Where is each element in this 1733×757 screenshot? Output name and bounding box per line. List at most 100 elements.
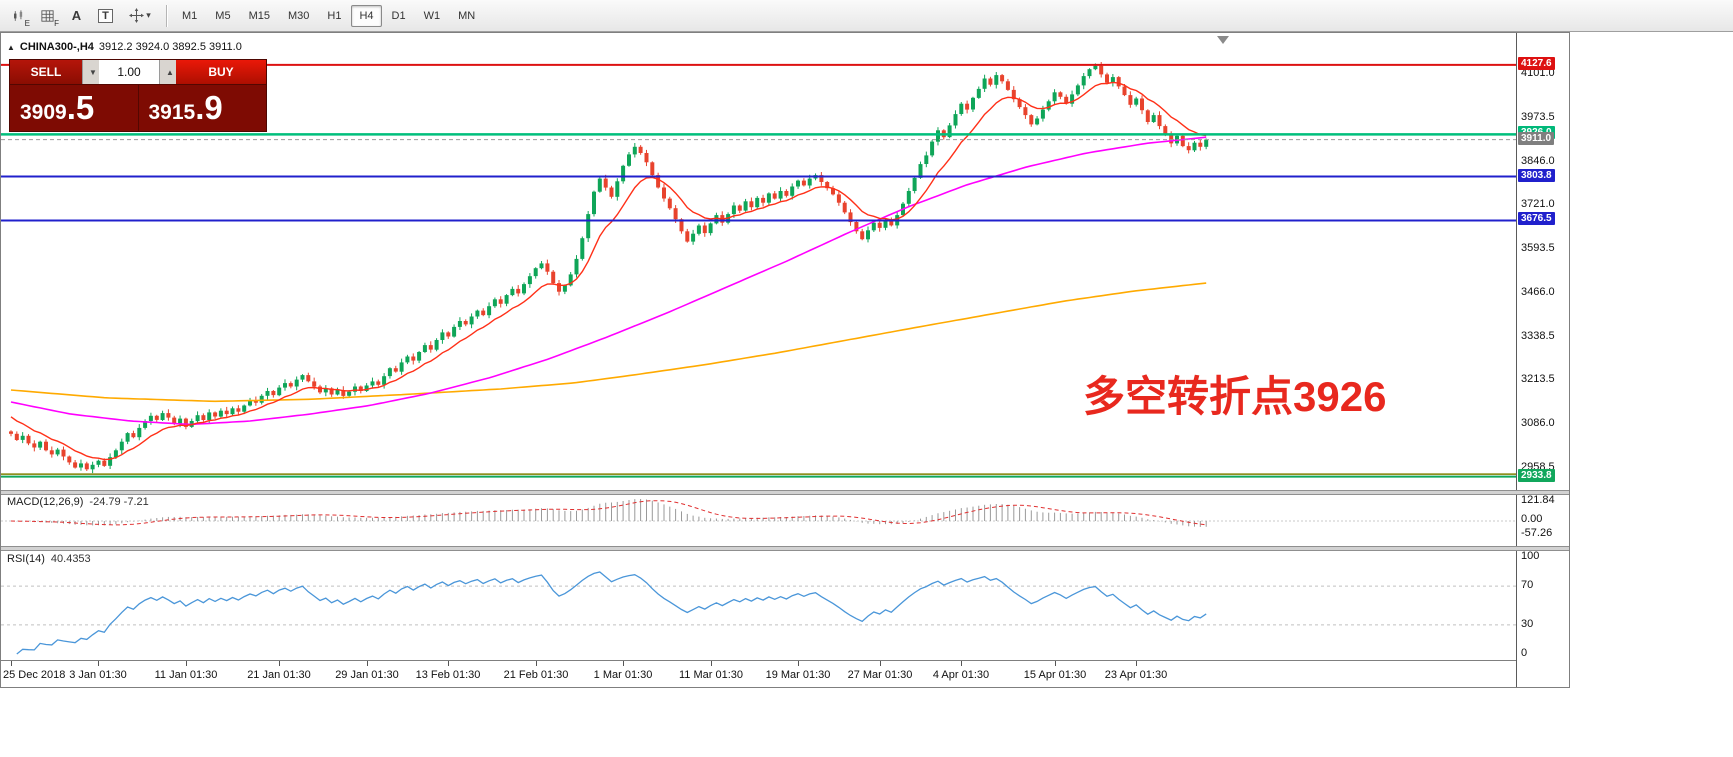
price-level-badge: 4127.6 — [1518, 57, 1555, 70]
time-label: 19 Mar 01:30 — [765, 669, 831, 681]
chart-annotation-text: 多空转折点3926 — [1083, 373, 1387, 420]
rsi-axis-label: 100 — [1521, 550, 1540, 562]
indicators-button[interactable]: F — [34, 4, 61, 28]
rsi-indicator-canvas[interactable] — [1, 550, 1516, 660]
time-label: 11 Jan 01:30 — [154, 669, 218, 681]
volume-increase-button[interactable]: ▲ — [159, 60, 176, 84]
candlestick-icon — [14, 9, 23, 21]
chart-edit-sub-label: E — [24, 18, 30, 28]
tf-button-H4[interactable]: H4 — [351, 4, 382, 27]
boxed-t-icon: T — [98, 8, 113, 23]
time-tick — [186, 661, 187, 666]
sell-price-display[interactable]: 3909 .5 — [10, 85, 139, 131]
indicators-sub-label: F — [54, 18, 59, 28]
fast-ma-line — [10, 81, 1207, 461]
sell-price-main: 3909 — [20, 101, 67, 124]
dropdown-caret-icon: ▾ — [146, 10, 151, 20]
macd-signal-line — [10, 500, 1207, 526]
time-tick — [448, 661, 449, 666]
time-tick — [1136, 661, 1137, 666]
time-label: 1 Mar 01:30 — [593, 669, 653, 681]
time-tick — [367, 661, 368, 666]
time-label: 23 Apr 01:30 — [1104, 669, 1168, 681]
tf-button-D1[interactable]: D1 — [384, 5, 414, 27]
toolbar: E F A T ▾ — [0, 0, 1733, 32]
toolbar-separator — [166, 4, 167, 27]
one-click-toggle-icon[interactable]: ▲ — [7, 42, 15, 52]
price-level-badge: 3911.0 — [1518, 132, 1555, 145]
tf-button-M15[interactable]: M15 — [241, 5, 278, 27]
rsi-pane-splitter[interactable] — [1, 546, 1569, 551]
price-tick-label: 3213.5 — [1521, 373, 1555, 385]
time-tick — [279, 661, 280, 666]
slow-ma-line — [10, 282, 1207, 403]
buy-price-pips: .9 — [195, 89, 223, 126]
macd-pane-splitter[interactable] — [1, 490, 1569, 495]
tf-button-M1[interactable]: M1 — [174, 5, 205, 27]
chart-edit-button[interactable]: E — [5, 4, 32, 28]
symbol-title: CHINA300-,H4 — [19, 41, 94, 53]
crosshair-icon — [129, 8, 145, 23]
macd-axis-label: -57.26 — [1521, 527, 1553, 539]
one-click-trading-panel: SELL ▼ ▲ BUY 3909 .5 3915 .9 — [9, 59, 267, 132]
time-axis[interactable]: 25 Dec 2018 3 Jan 01:30 11 Jan 01:30 21 Jan… — [1, 660, 1516, 688]
time-tick — [711, 661, 712, 666]
rsi-line — [16, 571, 1207, 655]
macd-axis-label: 0.00 — [1521, 513, 1543, 525]
tf-button-M5[interactable]: M5 — [207, 5, 238, 27]
trade-controls-row: SELL ▼ ▲ BUY — [10, 60, 266, 84]
grid-icon — [41, 9, 54, 22]
rsi-title: RSI(14) — [7, 553, 45, 565]
time-tick — [961, 661, 962, 666]
tool-icons-group: E F A T ▾ — [4, 0, 160, 31]
price-tick-label: 3086.0 — [1521, 417, 1555, 429]
volume-input[interactable] — [99, 60, 159, 84]
time-label: 15 Apr 01:30 — [1023, 669, 1087, 681]
shift-marker-icon — [1217, 36, 1229, 44]
rsi-axis-label: 70 — [1521, 579, 1534, 591]
price-tick-label: 3593.5 — [1521, 242, 1555, 254]
tf-button-M30[interactable]: M30 — [280, 5, 317, 27]
rsi-axis-label: 0 — [1521, 647, 1528, 659]
label-tool-button[interactable]: T — [92, 4, 119, 28]
buy-button[interactable]: BUY — [176, 60, 266, 84]
time-label: 27 Mar 01:30 — [847, 669, 913, 681]
time-label: 13 Feb 01:30 — [415, 669, 481, 681]
time-label: 3 Jan 01:30 — [69, 669, 127, 681]
time-tick — [798, 661, 799, 666]
time-tick — [536, 661, 537, 666]
rsi-axis-label: 30 — [1521, 618, 1534, 630]
price-tick-label: 4101.0 — [1521, 67, 1555, 79]
macd-indicator-canvas[interactable] — [1, 493, 1516, 546]
timeframe-group: M1 M5 M15 M30 H1 H4 D1 W1 MN — [173, 0, 484, 31]
tf-button-MN[interactable]: MN — [450, 5, 483, 27]
price-scale[interactable]: 4101.0 3973.5 3846.0 3721.0 3593.5 3466.0 3338… — [1516, 33, 1569, 687]
macd-title: MACD(12,26,9) — [7, 496, 84, 508]
price-chart-canvas[interactable] — [1, 33, 1516, 490]
ohlc-values: 3912.2 3924.0 3892.5 3911.0 — [98, 41, 242, 53]
price-tick-label: 3846.0 — [1521, 155, 1555, 167]
tf-button-W1[interactable]: W1 — [416, 5, 449, 27]
volume-decrease-button[interactable]: ▼ — [82, 60, 99, 84]
time-label: 21 Feb 01:30 — [503, 669, 569, 681]
sell-price-pips: .5 — [66, 89, 95, 126]
time-tick — [1055, 661, 1056, 666]
time-label: 11 Mar 01:30 — [678, 669, 744, 681]
macd-axis-label: 121.84 — [1521, 494, 1555, 506]
time-label: 4 Apr 01:30 — [932, 669, 990, 681]
chart-window: ▲ CHINA300-,H4 3912.2 3924.0 3892.5 3911… — [0, 32, 1570, 688]
time-label: 21 Jan 01:30 — [247, 669, 311, 681]
price-tick-label: 3466.0 — [1521, 286, 1555, 298]
time-tick — [623, 661, 624, 666]
text-tool-button[interactable]: A — [63, 4, 90, 28]
sell-button[interactable]: SELL — [10, 60, 82, 84]
crosshair-tool-button[interactable]: ▾ — [121, 4, 159, 28]
buy-price-display[interactable]: 3915 .9 — [139, 85, 267, 131]
rsi-label: RSI(14) 40.4353 — [7, 553, 91, 565]
price-tick-label: 3973.5 — [1521, 111, 1555, 123]
time-tick — [11, 661, 12, 666]
time-tick — [880, 661, 881, 666]
mid-ma-line — [10, 136, 1207, 426]
tf-button-H1[interactable]: H1 — [319, 5, 349, 27]
price-tick-label: 3338.5 — [1521, 330, 1555, 342]
